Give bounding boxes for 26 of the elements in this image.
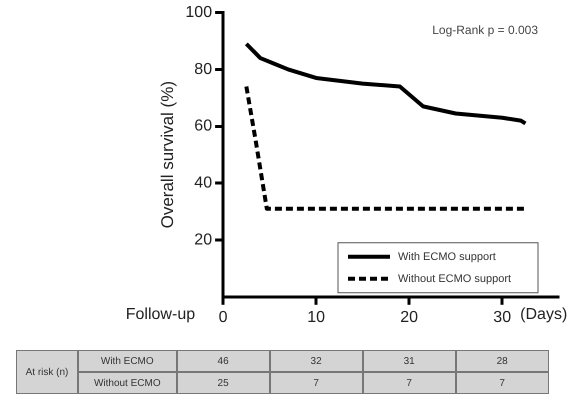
x-axis-title: Follow-up [126,306,196,324]
text: With ECMO [78,350,177,372]
text: (Days) [520,306,568,324]
y-tick-label: 60 [194,118,212,135]
text: 46 [176,350,270,372]
x-tick-label: 0 [218,308,228,326]
x-tick-label: 20 [400,308,418,326]
legend-label: Without ECMO support [398,272,512,285]
text: 7 [362,372,456,394]
y-tick-label: 80 [194,60,212,78]
text: Without ECMO [78,372,177,394]
y-tick-label: 40 [194,174,212,192]
x-tick-label: 30 [493,308,512,326]
text: At risk (n) [16,350,78,394]
text: 25 [176,372,270,394]
y-axis-title: Overall survival (%) [158,81,177,228]
y-tick-label: 20 [194,231,212,248]
text: 28 [456,350,549,372]
y-tick-label: 100 [185,4,212,22]
text: 32 [270,350,363,372]
x-tick-label: 10 [307,308,326,326]
text: 31 [362,350,456,372]
annotation: Log-Rank p = 0.003 [432,22,538,37]
text: 7 [270,372,363,394]
text: 7 [456,372,549,394]
legend-label: With ECMO support [398,250,496,263]
